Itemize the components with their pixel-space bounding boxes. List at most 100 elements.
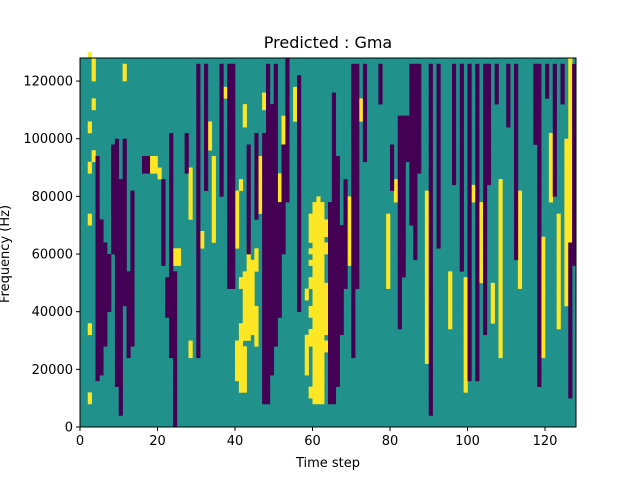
heatmap-cell-high	[250, 271, 255, 278]
heatmap-cell-low	[297, 248, 302, 255]
heatmap-cell-low	[196, 305, 201, 312]
heatmap-cell-low	[219, 156, 224, 163]
heatmap-cell-low	[331, 92, 337, 99]
heatmap-cell-low	[572, 248, 577, 255]
heatmap-cell-low	[114, 230, 120, 238]
heatmap-cell-low	[196, 121, 201, 128]
heatmap-cell-low	[231, 259, 236, 266]
heatmap-cell-low	[335, 288, 340, 295]
y-tick-label: 80000	[32, 190, 73, 205]
heatmap-cell-low	[552, 63, 557, 70]
heatmap-cell-high	[347, 230, 352, 238]
heatmap-cell-low	[204, 63, 209, 70]
heatmap-cell-low	[246, 184, 251, 191]
heatmap-cell-high	[235, 225, 240, 232]
heatmap-cell-high	[498, 305, 503, 312]
heatmap-cell-low	[118, 277, 123, 284]
heatmap-cell-high	[235, 340, 240, 347]
heatmap-cell-low	[227, 138, 232, 145]
heatmap-cell-low	[355, 190, 360, 197]
heatmap-cell-low	[413, 132, 418, 140]
heatmap-cell-low	[169, 305, 174, 312]
heatmap-cell-low	[328, 380, 333, 387]
heatmap-cell-low	[114, 150, 120, 157]
heatmap-cell-low	[428, 334, 433, 341]
heatmap-cell-low	[467, 132, 472, 140]
heatmap-cell-low	[122, 196, 127, 203]
heatmap-cell-low	[297, 265, 302, 272]
heatmap-cell-low	[459, 86, 464, 93]
heatmap-cell-low	[266, 300, 271, 307]
heatmap-cell-low	[266, 386, 271, 393]
heatmap-cell-low	[122, 300, 127, 307]
heatmap-cell-low	[99, 259, 104, 266]
heatmap-cell-low	[537, 311, 542, 318]
heatmap-cell-low	[483, 167, 488, 174]
heatmap-cell-low	[572, 242, 577, 249]
heatmap-cell-low	[452, 150, 457, 157]
heatmap-cell-low	[266, 202, 271, 209]
heatmap-cell-low	[262, 196, 267, 203]
heatmap-cell-high	[479, 254, 484, 261]
heatmap-cell-high	[316, 386, 321, 393]
heatmap-cell-low	[397, 150, 402, 157]
heatmap-cell-low	[409, 196, 414, 203]
heatmap-cell-low	[552, 138, 557, 145]
heatmap-cell-low	[281, 173, 286, 180]
heatmap-cell-low	[204, 69, 209, 76]
heatmap-cell-low	[475, 167, 480, 174]
heatmap-cell-low	[417, 156, 422, 163]
heatmap-cell-low	[331, 207, 337, 214]
heatmap-cell-low	[262, 363, 267, 370]
heatmap-cell-high	[246, 265, 251, 272]
heatmap-cell-high	[556, 242, 561, 249]
heatmap-cell-low	[328, 386, 333, 393]
heatmap-cell-high	[564, 271, 569, 278]
heatmap-cell-low	[114, 271, 120, 278]
heatmap-cell-high	[293, 109, 298, 116]
heatmap-cell-low	[99, 317, 104, 324]
heatmap-cell-high	[211, 179, 216, 186]
heatmap-cell-low	[483, 225, 488, 232]
heatmap-cell-high	[235, 219, 240, 226]
heatmap-cell-low	[297, 305, 302, 312]
heatmap-cell-low	[413, 109, 418, 116]
heatmap-cell-high	[281, 127, 286, 134]
heatmap-cell-high	[235, 236, 240, 243]
heatmap-cell-high	[498, 328, 503, 336]
heatmap-cell-high	[207, 121, 213, 128]
heatmap-cell-high	[324, 346, 329, 353]
heatmap-cell-low	[99, 311, 104, 318]
heatmap-cell-high	[498, 352, 503, 359]
heatmap-cell-high	[324, 317, 329, 324]
heatmap-cell-low	[331, 323, 337, 330]
heatmap-cell-low	[467, 173, 472, 180]
heatmap-cell-low	[475, 104, 480, 111]
heatmap-cell-low	[483, 230, 488, 238]
heatmap-cell-low	[266, 340, 271, 347]
heatmap-cell-high	[277, 196, 282, 203]
heatmap-cell-high	[498, 242, 503, 249]
heatmap-cell-low	[355, 138, 360, 145]
heatmap-cell-low	[397, 282, 402, 289]
heatmap-cell-low	[537, 340, 542, 347]
heatmap-cell-high	[320, 271, 325, 278]
heatmap-cell-low	[362, 63, 368, 70]
heatmap-cell-low	[169, 242, 174, 249]
heatmap-cell-low	[262, 219, 267, 226]
heatmap-cell-low	[273, 294, 278, 301]
heatmap-cell-low	[486, 167, 492, 174]
heatmap-cell-low	[246, 167, 251, 174]
heatmap-cell-low	[428, 386, 433, 393]
heatmap-cell-low	[122, 167, 127, 174]
heatmap-cell-low	[409, 69, 414, 76]
heatmap-cell-low	[355, 81, 360, 88]
heatmap-cell-high	[568, 127, 573, 134]
heatmap-cell-low	[262, 369, 267, 376]
heatmap-cell-low	[335, 213, 340, 220]
heatmap-cell-low	[118, 403, 123, 411]
heatmap-cell-low	[355, 161, 360, 168]
heatmap-cell-low	[436, 207, 441, 214]
heatmap-cell-high	[316, 271, 321, 278]
heatmap-cell-high	[235, 346, 240, 353]
